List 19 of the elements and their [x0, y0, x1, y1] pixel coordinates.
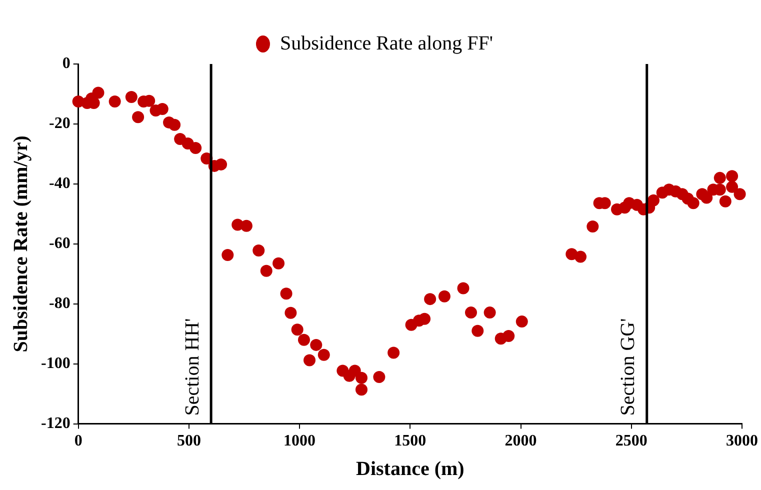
- x-tick-label: 2500: [615, 432, 648, 450]
- y-tick-label: -100: [41, 354, 70, 372]
- y-tick-label: -60: [49, 235, 70, 252]
- y-axis-title: Subsidence Rate (mm/yr): [10, 136, 32, 352]
- x-tick-label: 2000: [504, 432, 537, 450]
- x-tick-label: 1000: [284, 432, 316, 450]
- y-tick-label: 0: [62, 55, 70, 72]
- x-tick-label: 3000: [726, 432, 758, 450]
- ref-line-label: Section GG': [617, 318, 640, 416]
- ref-line-label: Section HH': [181, 318, 204, 416]
- y-tick-label: -80: [49, 295, 70, 312]
- x-axis-title: Distance (m): [356, 458, 464, 480]
- legend-label: Subsidence Rate along FF': [280, 32, 494, 54]
- x-tick-label: 1500: [394, 432, 426, 450]
- y-tick-label: -120: [41, 414, 70, 432]
- y-tick-label: -40: [49, 175, 70, 192]
- x-tick-label: 500: [176, 432, 201, 450]
- y-tick-label: -20: [49, 115, 70, 132]
- x-tick-label: 0: [74, 432, 82, 450]
